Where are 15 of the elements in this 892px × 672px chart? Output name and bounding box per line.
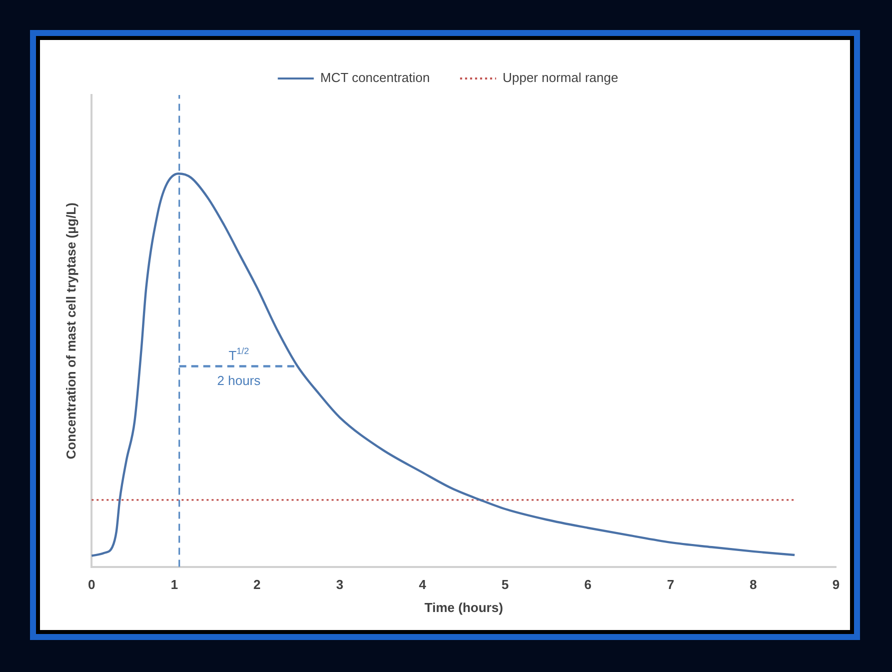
x-tick-label: 5 [502,577,509,592]
x-tick-label: 0 [88,577,96,592]
x-tick-label: 4 [418,577,427,592]
x-tick-label: 6 [584,577,592,592]
x-tick-label: 1 [170,577,178,592]
x-tick-label: 7 [666,577,674,592]
legend-label: Upper normal range [502,70,618,86]
x-tick-label: 9 [832,577,840,592]
x-tick-label: 8 [750,577,757,592]
x-tick-label: 2 [253,577,261,592]
y-axis-title: Concentration of mast cell tryptase (µg/L) [63,202,78,460]
x-tick-label: 3 [336,577,344,592]
legend-label: MCT concentration [320,70,430,86]
annotation: 2 hours [217,372,262,388]
x-axis-title: Time (hours) [424,600,504,615]
